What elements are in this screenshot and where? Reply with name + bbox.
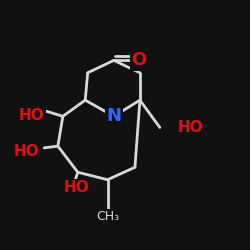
Text: HO: HO bbox=[177, 120, 203, 135]
Text: O: O bbox=[131, 51, 146, 69]
Text: HO: HO bbox=[14, 144, 39, 158]
Text: N: N bbox=[106, 107, 121, 125]
Text: CH₃: CH₃ bbox=[96, 210, 119, 224]
Text: HO: HO bbox=[18, 108, 44, 122]
Text: HO: HO bbox=[64, 180, 90, 195]
